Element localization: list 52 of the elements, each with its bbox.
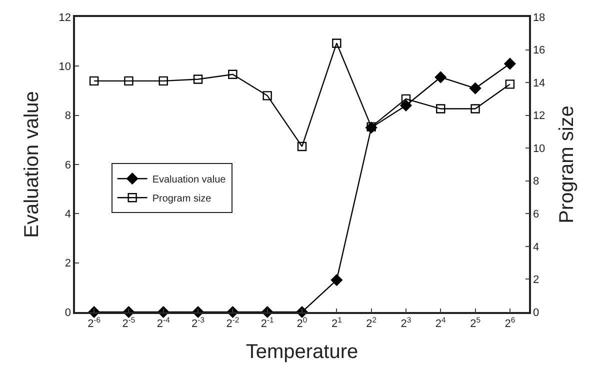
y2-tick-label: 10 bbox=[532, 142, 546, 155]
y2-tick-label: 16 bbox=[532, 44, 546, 57]
x-tick-label: 2$^{-2}$ bbox=[226, 315, 240, 330]
point bbox=[400, 100, 412, 112]
x-axis-title: Temperature bbox=[246, 340, 358, 363]
y2-tick-label: 0 bbox=[532, 306, 540, 319]
point bbox=[158, 76, 168, 86]
y2-tick-label: 14 bbox=[532, 77, 546, 90]
y-tick-label: 10 bbox=[58, 61, 72, 74]
x-tick-label: 2$^{-4}$ bbox=[156, 315, 171, 330]
y2-axis-title: Program size bbox=[556, 106, 578, 224]
y-tick-label: 12 bbox=[58, 12, 72, 24]
point bbox=[330, 274, 342, 286]
point bbox=[504, 58, 516, 70]
x-tick-label: 2$^{5}$ bbox=[470, 315, 480, 330]
x-tick-label: 2$^{-1}$ bbox=[260, 315, 274, 330]
y2-tick-label: 2 bbox=[532, 274, 540, 286]
point bbox=[332, 38, 342, 48]
point bbox=[434, 71, 446, 84]
x-tick-label: 2$^{3}$ bbox=[400, 315, 412, 330]
y-axis-title: Evaluation value bbox=[20, 91, 43, 238]
y2-tick-label: 4 bbox=[532, 241, 540, 254]
point bbox=[469, 82, 482, 94]
point bbox=[505, 80, 515, 89]
point bbox=[470, 104, 480, 114]
x-tick-label: 2$^{-5}$ bbox=[122, 315, 136, 330]
point bbox=[124, 76, 134, 86]
y2-tick-label: 6 bbox=[532, 208, 540, 221]
point bbox=[401, 94, 411, 104]
x-tick-label: 2$^{4}$ bbox=[435, 315, 447, 330]
y-tick-label: 4 bbox=[64, 208, 72, 221]
point bbox=[262, 91, 272, 100]
point bbox=[297, 142, 307, 152]
point bbox=[89, 76, 99, 86]
y-tick-label: 2 bbox=[64, 258, 72, 270]
legend-label: Evaluation value bbox=[152, 174, 226, 186]
point bbox=[193, 74, 203, 84]
y2-tick-label: 18 bbox=[532, 12, 546, 24]
y-tick-label: 8 bbox=[64, 110, 72, 122]
x-tick-label: 2$^{1}$ bbox=[331, 315, 342, 330]
y2-tick-label: 8 bbox=[532, 176, 540, 188]
x-tick-label: 2$^{2}$ bbox=[366, 315, 377, 330]
y-tick-label: 6 bbox=[64, 159, 72, 172]
y2-tick-label: 12 bbox=[532, 110, 546, 122]
point bbox=[436, 104, 446, 114]
point bbox=[228, 70, 238, 79]
x-tick-label: 2$^{0}$ bbox=[296, 315, 308, 330]
x-tick-label: 2$^{6}$ bbox=[504, 315, 516, 330]
x-tick-label: 2$^{-3}$ bbox=[192, 315, 205, 330]
y-tick-label: 0 bbox=[64, 306, 72, 319]
legend-label: Program size bbox=[152, 194, 212, 204]
x-tick-label: 2$^{-6}$ bbox=[88, 315, 101, 330]
